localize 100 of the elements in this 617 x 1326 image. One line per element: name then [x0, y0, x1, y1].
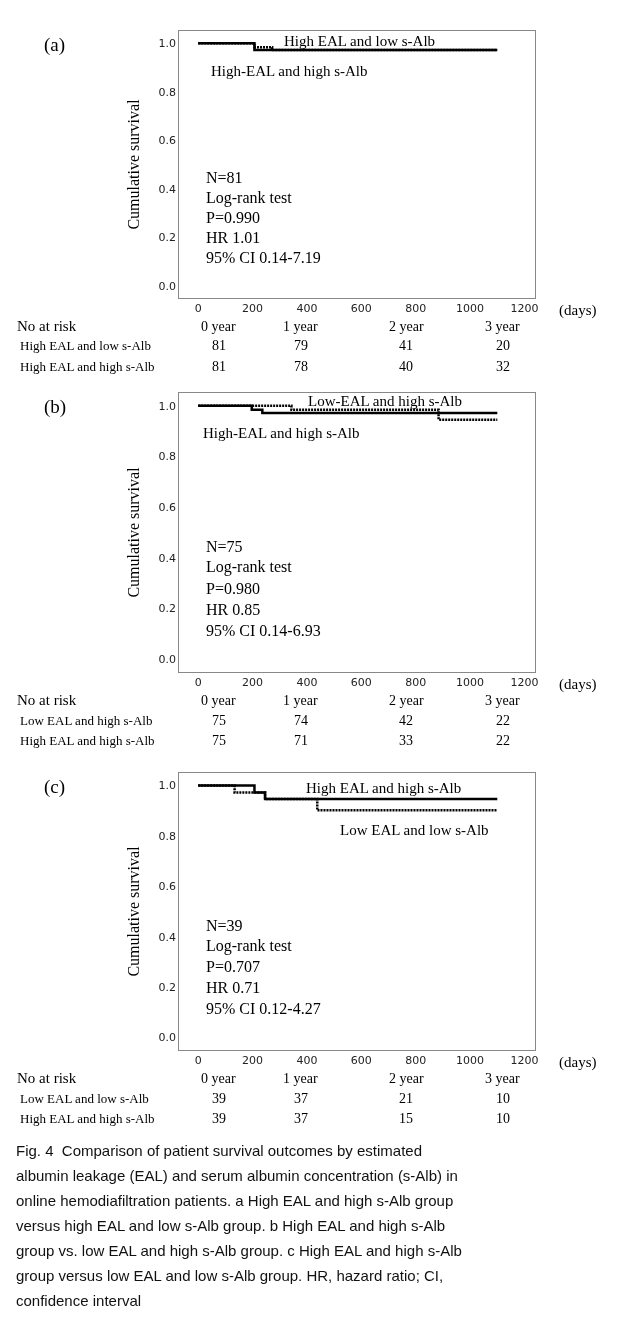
text: group vs. low EAL and high s-Alb group. c High EAL and high s-Alb: [16, 1242, 462, 1259]
chart-title: (a): [44, 34, 66, 56]
text: 32: [496, 359, 510, 374]
text: 0 year: [201, 1071, 236, 1086]
y-tick-label: 0.2: [158, 231, 176, 245]
y-tick-label: 1.0: [158, 399, 176, 413]
x-tick-label: 600: [350, 676, 372, 690]
annotation: N=81: [206, 169, 243, 186]
text: confidence interval: [16, 1292, 142, 1309]
y-tick-label: 0.8: [158, 85, 176, 99]
text: 2 year: [389, 319, 424, 334]
text: online hemodiafiltration patients. a High EAL and high s-Alb group: [16, 1192, 454, 1209]
y-tick-label: 0.6: [158, 134, 176, 148]
annotation: High EAL and low s-Alb: [284, 33, 436, 49]
text: Low EAL and low s-Alb: [20, 1091, 149, 1106]
chart-title: (c): [44, 776, 66, 798]
annotation: 95% CI 0.14-7.19: [206, 249, 321, 266]
annotation: Log-rank test: [206, 558, 293, 576]
x-tick-label: 800: [405, 302, 427, 316]
text: High EAL and high s-Alb: [20, 359, 155, 374]
text: 79: [294, 338, 308, 353]
text: 0 year: [201, 693, 236, 708]
text: group versus low EAL and low s-Alb group. HR, hazard ratio; CI,: [16, 1267, 444, 1284]
text: 10: [496, 1091, 510, 1106]
y-tick-label: 0.4: [158, 930, 176, 944]
text: 71: [294, 733, 308, 748]
text: 75: [212, 713, 226, 728]
text: 78: [294, 359, 308, 374]
x-tick-label: 1200: [510, 676, 539, 690]
text: albumin leakage (EAL) and serum albumin concentration (s-Alb) in: [16, 1167, 458, 1184]
text: 33: [399, 733, 413, 748]
text: 3 year: [485, 319, 520, 334]
text: Low EAL and high s-Alb: [20, 713, 153, 728]
annotation: N=75: [206, 538, 243, 555]
annotation: 95% CI 0.14-6.93: [206, 622, 321, 639]
y-tick-label: 1.0: [158, 779, 176, 793]
caption: Fig. 4 Comparison of patient survival outcomes by estimated: [16, 1142, 423, 1159]
text: High EAL and high s-Alb: [20, 1111, 155, 1126]
text: 1 year: [283, 1071, 318, 1086]
text: versus high EAL and low s-Alb group. b High EAL and high s-Alb: [16, 1217, 446, 1234]
text: No at risk: [17, 692, 77, 708]
annotation: N=39: [206, 917, 243, 934]
text: 37: [294, 1111, 308, 1126]
text: 15: [399, 1111, 413, 1126]
text: 21: [399, 1091, 413, 1106]
y-tick-label: 0.8: [158, 450, 176, 464]
y-axis-title: Cumulative survival: [125, 98, 143, 230]
x-tick-label: 400: [296, 302, 318, 316]
text: 75: [212, 733, 226, 748]
y-tick-label: 0.8: [158, 829, 176, 843]
text: 10: [496, 1111, 510, 1126]
x-tick-label: 600: [350, 302, 372, 316]
text: High EAL and high s-Alb: [20, 733, 155, 748]
text: 37: [294, 1091, 308, 1106]
text: 41: [399, 338, 413, 353]
text: No at risk: [17, 1070, 77, 1086]
text: 20: [496, 338, 510, 353]
text: 3 year: [485, 1071, 520, 1086]
text: 1 year: [283, 319, 318, 334]
text: 1 year: [283, 693, 318, 708]
annotation: HR 1.01: [206, 229, 261, 246]
x-tick-label: 200: [242, 676, 264, 690]
y-tick-label: 0.6: [158, 500, 176, 514]
y-tick-label: 0.0: [158, 653, 176, 667]
text: 2 year: [389, 1071, 424, 1086]
x-axis-title: (days): [559, 1054, 597, 1071]
x-tick-label: 800: [405, 676, 427, 690]
x-axis-title: (days): [559, 676, 597, 693]
text: 81: [212, 359, 226, 374]
annotation: Low EAL and low s-Alb: [340, 822, 489, 838]
text: 42: [399, 713, 413, 728]
x-tick-label: 1000: [456, 302, 485, 316]
x-tick-label: 1000: [456, 676, 485, 690]
text: 3 year: [485, 693, 520, 708]
chart-title: (b): [44, 396, 67, 418]
y-tick-label: 0.2: [158, 602, 176, 616]
text: 2 year: [389, 693, 424, 708]
text: 40: [399, 359, 413, 374]
annotation: HR 0.85: [206, 601, 261, 618]
text: 39: [212, 1091, 226, 1106]
x-axis-title: (days): [559, 302, 597, 319]
annotation: HR 0.71: [206, 979, 261, 996]
annotation: 95% CI 0.12-4.27: [206, 1000, 321, 1017]
x-tick-label: 200: [242, 1054, 264, 1068]
text: 22: [496, 713, 510, 728]
annotation: High-EAL and high s-Alb: [203, 425, 360, 441]
x-tick-label: 800: [405, 1054, 427, 1068]
annotation: Log-rank test: [206, 937, 293, 955]
x-tick-label: 1200: [510, 1054, 539, 1068]
x-tick-label: 0: [194, 302, 202, 316]
y-tick-label: 0.2: [158, 980, 176, 994]
x-tick-label: 600: [350, 1054, 372, 1068]
text: 0 year: [201, 319, 236, 334]
annotation: High EAL and high s-Alb: [306, 780, 462, 796]
text: 74: [294, 713, 308, 728]
annotation: P=0.980: [206, 580, 260, 597]
text: High EAL and low s-Alb: [20, 338, 151, 353]
y-tick-label: 1.0: [158, 36, 176, 50]
x-tick-label: 0: [194, 676, 202, 690]
x-tick-label: 400: [296, 1054, 318, 1068]
